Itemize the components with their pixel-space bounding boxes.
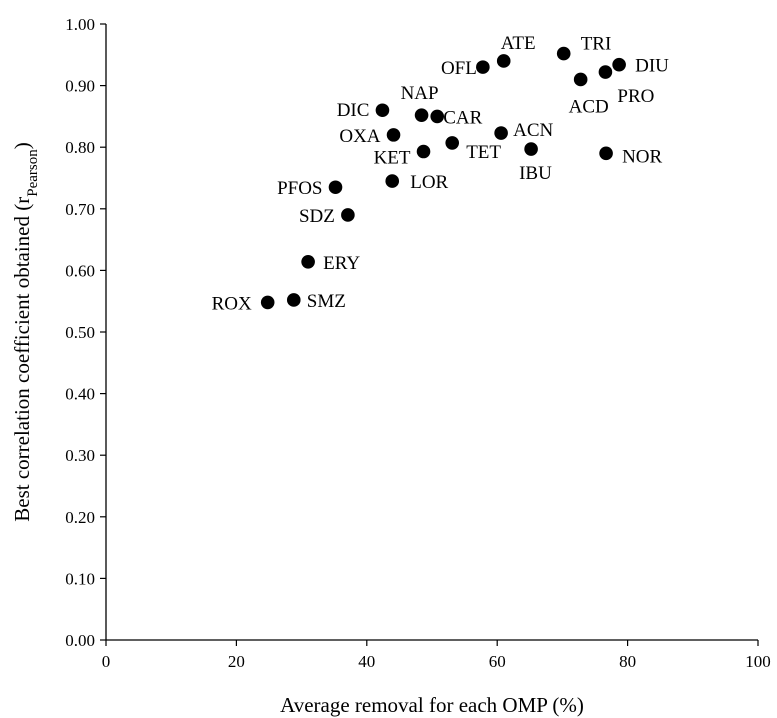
data-label-diu: DIU xyxy=(635,56,669,77)
data-label-tet: TET xyxy=(466,142,501,163)
x-tick-label: 80 xyxy=(619,652,636,671)
data-label-nap: NAP xyxy=(401,83,439,104)
data-label-car: CAR xyxy=(443,107,482,128)
data-points xyxy=(260,46,626,310)
data-label-ofl: OFL xyxy=(441,58,477,79)
data-label-ket: KET xyxy=(374,148,411,169)
data-point-pro xyxy=(598,65,613,79)
y-tick-label: 0.80 xyxy=(65,138,95,157)
data-point-tri xyxy=(556,46,571,61)
y-axis-title-subscript: Pearson xyxy=(25,149,41,197)
y-tick-label: 0.70 xyxy=(65,200,95,219)
data-point-sdz xyxy=(341,208,355,222)
y-tick-label: 0.20 xyxy=(65,508,95,527)
x-axis-title: Average removal for each OMP (%) xyxy=(280,693,584,717)
x-ticks: 0 20 40 60 80 100 xyxy=(102,640,771,671)
data-label-oxa: OXA xyxy=(339,126,380,147)
data-point-ery xyxy=(301,254,315,269)
data-point-diu xyxy=(612,57,626,72)
data-point-car xyxy=(430,109,445,124)
x-tick-label: 20 xyxy=(228,652,245,671)
y-tick-label: 0.40 xyxy=(65,385,95,404)
data-point-dic xyxy=(375,103,390,118)
y-tick-label: 0.90 xyxy=(65,77,95,96)
data-label-lor: LOR xyxy=(410,172,448,193)
data-label-ery: ERY xyxy=(323,253,360,274)
data-point-acd xyxy=(573,72,588,87)
data-label-ate: ATE xyxy=(501,33,536,54)
y-ticks: 0.00 0.10 0.20 0.30 0.40 0.50 0.60 0.70 0.80 0.90… xyxy=(65,15,106,650)
data-point-ket xyxy=(416,144,431,159)
data-label-pfos: PFOS xyxy=(277,178,322,199)
data-point-lor xyxy=(385,174,400,188)
data-label-smz: SMZ xyxy=(307,291,346,312)
y-tick-label: 1.00 xyxy=(65,15,95,34)
data-label-dic: DIC xyxy=(337,100,370,121)
data-label-acn: ACN xyxy=(513,120,553,141)
y-axis-title-main: Best correlation coefficient obtained (r xyxy=(10,197,34,522)
data-label-tri: TRI xyxy=(581,34,612,55)
data-point-nor xyxy=(599,146,613,161)
data-label-nor: NOR xyxy=(622,146,662,167)
x-tick-label: 100 xyxy=(745,652,771,671)
data-point-ofl xyxy=(476,60,490,74)
data-point-rox xyxy=(260,295,275,310)
data-label-pro: PRO xyxy=(617,86,654,107)
data-point-nap xyxy=(414,108,429,122)
y-tick-label: 0.50 xyxy=(65,323,95,342)
y-tick-label: 0.60 xyxy=(65,261,95,280)
data-point-pfos xyxy=(328,180,343,195)
data-label-rox: ROX xyxy=(212,293,252,314)
x-tick-label: 0 xyxy=(102,652,111,671)
data-label-acd: ACD xyxy=(569,96,609,117)
y-tick-label: 0.00 xyxy=(65,631,95,650)
data-point-ate xyxy=(496,54,511,68)
y-tick-label: 0.30 xyxy=(65,446,95,465)
data-point-ibu xyxy=(524,142,538,156)
data-point-acn xyxy=(494,126,508,140)
x-tick-label: 40 xyxy=(358,652,375,671)
x-tick-label: 60 xyxy=(489,652,506,671)
data-label-sdz: SDZ xyxy=(299,206,335,227)
y-tick-label: 0.10 xyxy=(65,569,95,588)
data-point-oxa xyxy=(386,128,401,142)
y-axis-title-end: ) xyxy=(10,142,34,149)
data-point-smz xyxy=(286,293,301,307)
data-label-ibu: IBU xyxy=(519,163,552,184)
y-axis-title: Best correlation coefficient obtained (r… xyxy=(10,142,41,521)
data-point-tet xyxy=(445,136,460,150)
